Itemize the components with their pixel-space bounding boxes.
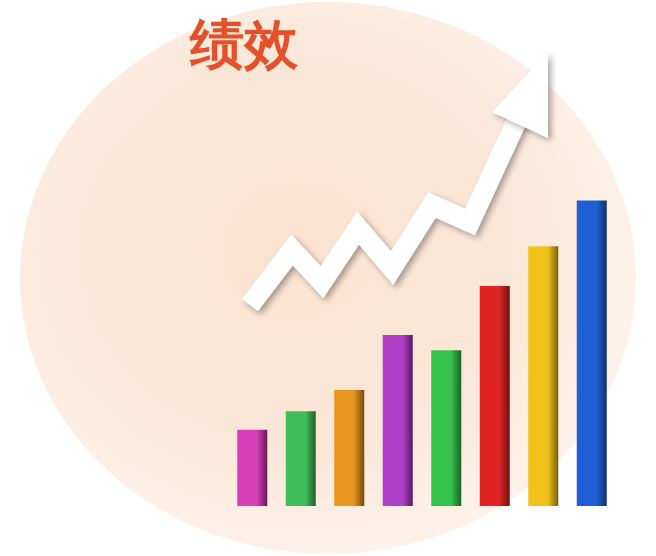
svg-text:绩效: 绩效 [189, 12, 299, 76]
